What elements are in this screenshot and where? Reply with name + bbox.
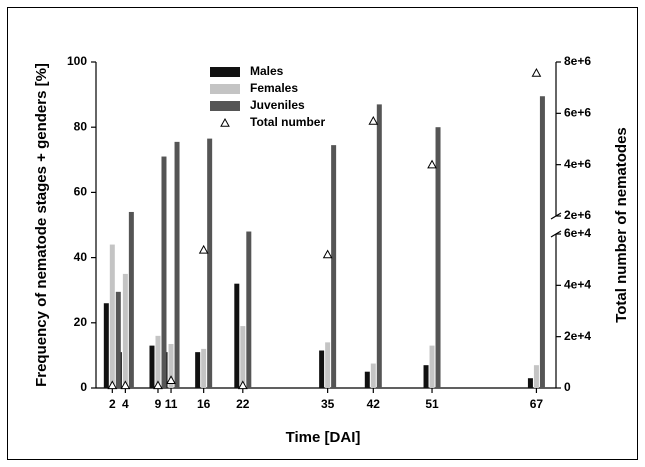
total-marker xyxy=(166,375,176,384)
bar xyxy=(155,335,161,388)
x-tick-label: 2 xyxy=(109,397,116,411)
x-tick-label: 4 xyxy=(122,397,129,411)
legend-marker xyxy=(220,117,230,127)
x-tick-label: 22 xyxy=(236,397,250,411)
bar xyxy=(539,96,545,388)
legend-label: Males xyxy=(250,64,284,78)
bar xyxy=(533,365,539,388)
y2-tick-label: 4e+4 xyxy=(564,278,591,292)
legend-label: Total number xyxy=(250,115,325,129)
bar xyxy=(103,303,109,388)
total-marker xyxy=(153,380,163,390)
x-tick-label: 67 xyxy=(530,397,544,411)
bar xyxy=(149,345,155,388)
bar xyxy=(325,342,331,388)
y-tick-label: 60 xyxy=(74,185,88,199)
total-marker xyxy=(322,249,333,259)
bar xyxy=(246,231,252,388)
bar xyxy=(174,141,180,388)
total-marker xyxy=(237,380,248,390)
bar xyxy=(240,326,246,388)
y-tick-label: 100 xyxy=(67,54,87,68)
total-marker xyxy=(120,380,131,390)
legend-swatch xyxy=(210,84,240,94)
x-tick-label: 16 xyxy=(197,397,211,411)
legend-swatch xyxy=(210,67,240,77)
y2-tick-label: 0 xyxy=(564,380,571,394)
bar xyxy=(319,350,325,388)
frame xyxy=(7,7,638,460)
bar xyxy=(201,348,207,388)
y-tick-label: 20 xyxy=(74,315,88,329)
y2-tick-label: 2e+4 xyxy=(564,329,591,343)
x-tick-label: 9 xyxy=(155,397,162,411)
bar xyxy=(115,291,121,388)
bar xyxy=(527,378,533,388)
total-marker xyxy=(427,159,437,169)
bar xyxy=(195,352,201,388)
bar xyxy=(109,244,115,388)
x-tick-label: 51 xyxy=(425,397,439,411)
total-marker xyxy=(198,244,209,254)
legend-label: Juveniles xyxy=(250,98,305,112)
bar xyxy=(168,343,174,388)
bar xyxy=(376,104,382,388)
bar xyxy=(161,156,167,388)
x-tick-label: 11 xyxy=(165,397,178,411)
bar xyxy=(364,371,370,388)
y2-tick-label: 6e+6 xyxy=(564,106,591,120)
total-marker xyxy=(368,116,379,125)
bar xyxy=(207,138,213,388)
bar xyxy=(331,145,337,388)
bar xyxy=(435,127,441,388)
x-tick-label: 35 xyxy=(321,397,335,411)
y-tick-label: 0 xyxy=(80,380,87,394)
x-tick-label: 42 xyxy=(367,397,381,411)
legend-swatch xyxy=(210,101,240,111)
x-axis-label: Time [DAI] xyxy=(286,429,361,446)
bar xyxy=(429,345,435,388)
total-marker xyxy=(107,380,118,390)
y2-tick-label: 6e+4 xyxy=(564,226,591,240)
y2-tick-label: 2e+6 xyxy=(564,208,591,222)
y2-tick-label: 8e+6 xyxy=(564,54,591,68)
bar xyxy=(122,273,128,388)
bar xyxy=(234,283,240,388)
y-tick-label: 40 xyxy=(74,250,88,264)
y2-tick-label: 4e+6 xyxy=(564,157,591,171)
legend-label: Females xyxy=(250,81,298,95)
y-axis-label: Frequency of nematode stages + genders [… xyxy=(33,63,50,387)
y-tick-label: 80 xyxy=(74,119,88,133)
bar xyxy=(128,211,134,388)
bar xyxy=(370,363,376,388)
bar xyxy=(423,365,429,388)
y2-axis-label: Total number of nematodes xyxy=(613,127,630,323)
total-marker xyxy=(531,68,542,77)
